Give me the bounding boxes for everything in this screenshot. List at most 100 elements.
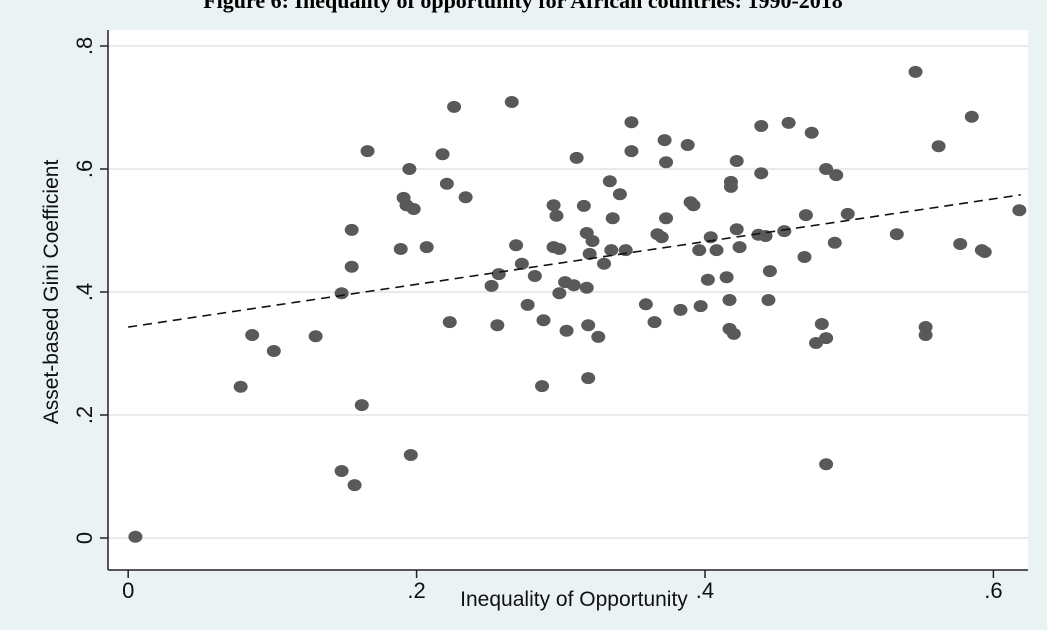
point: [435, 148, 450, 161]
point: [344, 260, 359, 273]
point: [729, 223, 744, 236]
point: [797, 250, 812, 263]
point: [585, 234, 600, 247]
point: [602, 175, 617, 188]
point: [754, 119, 769, 132]
point: [624, 145, 639, 158]
point: [722, 294, 737, 306]
plot-layer: 0 .2 .4 .6 .8 0 .2 .4 .6: [72, 30, 1028, 603]
point: [347, 479, 362, 492]
point: [536, 314, 551, 327]
point: [535, 380, 550, 393]
point: [233, 380, 248, 393]
point: [552, 287, 567, 300]
point: [582, 247, 597, 260]
point: [491, 268, 506, 281]
point: [504, 95, 519, 108]
point: [814, 317, 829, 330]
point: [442, 316, 457, 329]
point: [729, 155, 744, 168]
x-tick-label: .4: [696, 578, 714, 603]
point: [566, 279, 581, 292]
point: [700, 273, 715, 286]
point: [804, 126, 819, 139]
point: [569, 151, 584, 164]
point: [693, 300, 708, 313]
point: [798, 209, 813, 222]
point: [1012, 204, 1027, 217]
x-tick-label: 0: [122, 578, 134, 603]
point: [723, 180, 738, 193]
point: [354, 399, 369, 412]
point: [490, 319, 505, 332]
point: [726, 327, 741, 340]
point: [754, 167, 769, 180]
point: [308, 330, 323, 343]
point: [612, 188, 627, 201]
point: [591, 330, 606, 343]
point: [827, 236, 842, 249]
point: [393, 242, 408, 255]
point: [552, 242, 567, 255]
point: [638, 298, 653, 311]
x-axis-title: Inequality of Opportunity: [460, 588, 688, 611]
point: [344, 223, 359, 236]
point: [686, 199, 701, 212]
point: [546, 199, 561, 212]
point: [549, 209, 564, 222]
point: [908, 65, 923, 78]
point: [559, 324, 574, 337]
point: [659, 212, 674, 225]
point: [692, 244, 707, 257]
point: [673, 303, 688, 316]
point: [245, 329, 260, 342]
point: [647, 316, 662, 329]
point: [819, 332, 834, 345]
point: [128, 530, 143, 543]
point: [819, 458, 834, 471]
point: [520, 298, 535, 311]
point: [403, 448, 418, 461]
point: [447, 100, 462, 113]
point: [762, 265, 777, 278]
point: [654, 231, 669, 244]
fit-line: [128, 194, 1021, 328]
point: [266, 345, 281, 358]
point: [624, 116, 639, 129]
point: [777, 225, 792, 238]
point: [758, 230, 773, 243]
point: [604, 244, 619, 257]
point: [439, 177, 454, 190]
point: [977, 246, 992, 259]
point: [680, 139, 695, 152]
point: [781, 116, 796, 129]
point: [484, 279, 499, 292]
point: [819, 162, 834, 175]
point: [419, 241, 434, 254]
point: [402, 162, 417, 175]
point: [953, 238, 968, 251]
point: [964, 110, 979, 123]
point: [406, 202, 421, 215]
y-tick-label: .4: [72, 283, 97, 301]
y-tick-label: 0: [72, 532, 97, 544]
y-tick-label: .8: [72, 37, 97, 55]
point: [509, 239, 524, 252]
y-tick-label: .2: [72, 406, 97, 424]
point: [829, 169, 844, 182]
chart-title: Figure 6: Inequality of opportunity for …: [203, 0, 843, 13]
point: [732, 241, 747, 254]
point: [581, 319, 596, 332]
point: [579, 281, 594, 294]
point: [581, 372, 596, 385]
point: [840, 207, 855, 220]
point: [527, 270, 542, 283]
plot-area: [108, 30, 1028, 570]
point: [334, 464, 349, 477]
x-tick-label: .6: [984, 578, 1002, 603]
point: [334, 287, 349, 300]
point: [918, 321, 933, 334]
point: [576, 199, 591, 212]
point: [360, 145, 375, 158]
